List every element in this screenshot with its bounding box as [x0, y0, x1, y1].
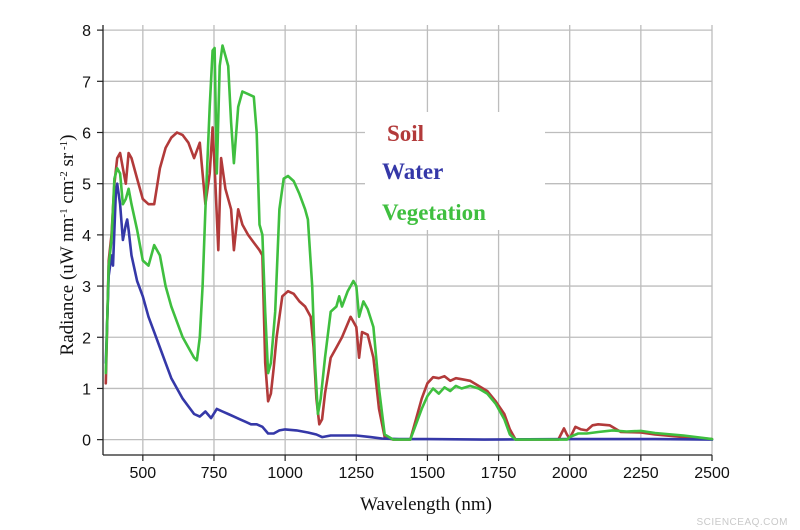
x-tick-label: 2500	[694, 465, 730, 482]
legend-entry-soil: Soil	[387, 121, 424, 146]
axes	[97, 25, 713, 461]
x-tick-label: 2250	[623, 465, 659, 482]
x-tick-label: 1000	[267, 465, 303, 482]
legend-entry-water: Water	[382, 159, 443, 184]
y-tick-label: 4	[82, 228, 91, 245]
y-tick-label: 1	[82, 381, 91, 398]
grid-lines	[103, 25, 713, 455]
y-tick-label: 0	[82, 433, 91, 450]
y-tick-label: 8	[82, 23, 91, 40]
x-tick-label: 1750	[481, 465, 517, 482]
y-tick-label: 3	[82, 279, 91, 296]
x-tick-label: 750	[201, 465, 228, 482]
legend-box	[365, 112, 545, 230]
y-tick-label: 6	[82, 126, 91, 143]
x-tick-label: 2000	[552, 465, 588, 482]
series-line-vegetation	[104, 44, 714, 441]
y-tick-label: 7	[82, 74, 91, 91]
x-tick-label: 1500	[410, 465, 446, 482]
series-lines	[104, 44, 714, 441]
legend: Soil Water Vegetation	[365, 112, 545, 230]
watermark: SCIENCEAQ.COM	[696, 517, 788, 528]
legend-entry-vegetation: Vegetation	[382, 200, 486, 225]
series-line-water	[104, 182, 714, 441]
x-axis-title: Wavelength (nm)	[360, 494, 492, 515]
y-axis-title: Radiance (uW nm-1 cm-2 sr -1)	[57, 135, 78, 356]
y-tick-label: 5	[82, 177, 91, 194]
x-tick-label: 1250	[338, 465, 374, 482]
x-tick-label: 500	[129, 465, 156, 482]
y-tick-label: 2	[82, 330, 91, 347]
tick-labels: 500 750 1000 1250 1500 1750 2000 2250 2500 0 1 2 3 4 5…	[82, 23, 730, 482]
